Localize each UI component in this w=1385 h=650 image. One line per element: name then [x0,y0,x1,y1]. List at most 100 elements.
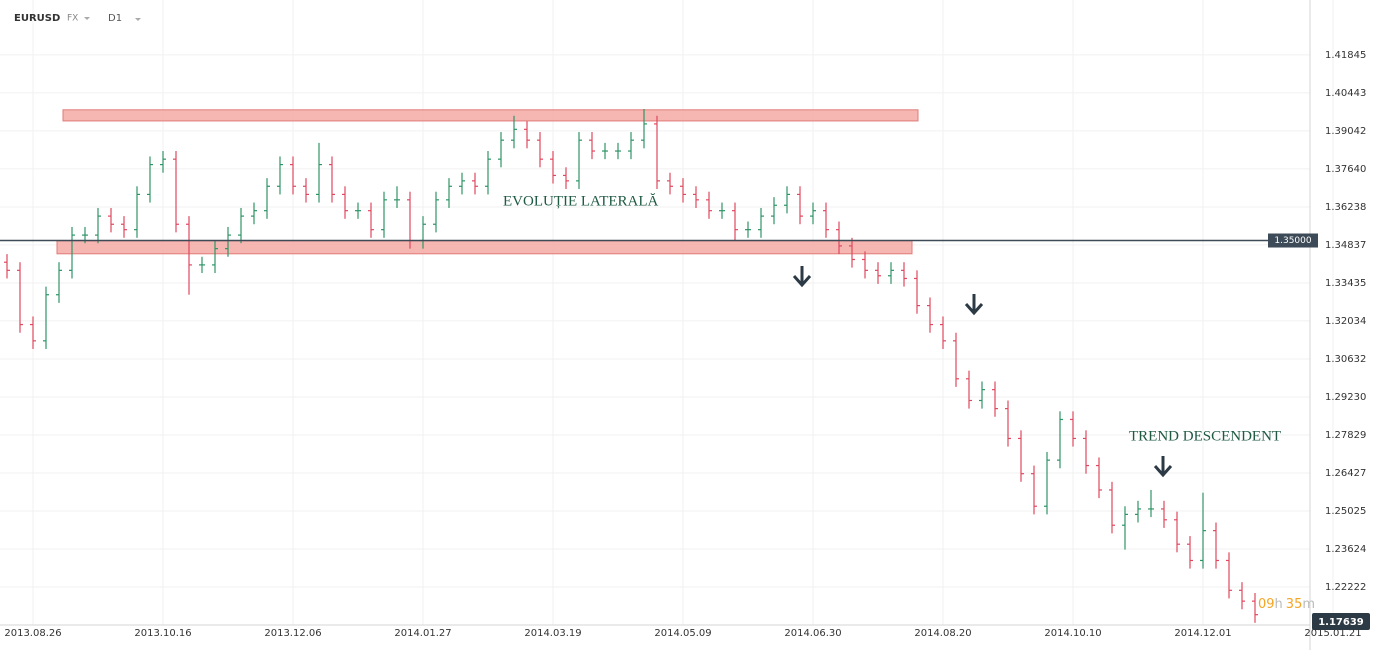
ohlc-bar [1044,452,1050,515]
arrow-down [964,294,984,316]
ohlc-bar [225,226,231,257]
ohlc-bar [576,132,582,189]
ohlc-bar [1083,430,1089,474]
y-tick-label: 1.34837 [1325,240,1366,251]
ohlc-bar [914,270,920,314]
last-price-box [1312,613,1370,630]
x-tick-label: 2014.05.09 [654,628,711,639]
symbol[interactable]: EURUSD [14,13,60,24]
ohlc-bar [238,207,244,244]
y-tick-label: 1.33435 [1325,278,1366,289]
ohlc-bar [628,132,634,160]
ohlc-bar [1187,536,1193,569]
ohlc-bar [43,286,49,349]
ohlc-bar [121,216,127,238]
ohlc-bar [199,256,205,274]
y-tick-label: 1.26427 [1325,468,1366,479]
ohlc-bar [264,178,270,219]
ohlc-bar [1005,400,1011,447]
x-tick-label: 2015.01.21 [1304,628,1361,639]
y-tick-label: 1.30632 [1325,354,1366,365]
countdown-unit: m [1302,597,1315,612]
x-tick-label: 2013.10.16 [134,628,191,639]
arrow-down [792,266,812,288]
ohlc-bar [602,142,608,160]
ohlc-bar [329,156,335,203]
ohlc-bar [1057,411,1063,469]
ohlc-bar [472,172,478,195]
x-tick-label: 2014.12.01 [1174,628,1231,639]
arrow-down [1153,456,1173,478]
ohlc-bar [615,142,621,160]
x-tick-label: 2014.03.19 [524,628,581,639]
dropdown-icon[interactable] [135,18,141,21]
ohlc-bar [1070,411,1076,447]
ohlc-bar [524,121,530,149]
ohlc-bar [459,172,465,195]
ohlc-bar [342,186,348,219]
level-label: 1.35000 [1274,236,1311,246]
ohlc-bar [108,207,114,233]
y-tick-label: 1.29230 [1325,392,1366,403]
ohlc-bar [550,151,556,184]
y-tick-label: 1.36238 [1325,202,1366,213]
last-price: 1.17639 [1318,617,1364,628]
ohlc-bar [901,262,907,287]
ohlc-bar [771,197,777,225]
ohlc-bar [719,202,725,219]
y-tick-label: 1.37640 [1325,164,1366,175]
zone [62,109,919,122]
ohlc-bar [641,109,647,149]
x-tick-label: 2013.12.06 [264,628,321,639]
ohlc-bar [797,186,803,225]
y-tick-label: 1.32034 [1325,316,1366,327]
ohlc-bar [1174,511,1180,553]
ohlc-bar [693,186,699,208]
ohlc-bar [1135,500,1141,523]
x-tick-label: 2014.08.20 [914,628,971,639]
annotation: TREND DESCENDENT [1129,428,1281,444]
ohlc-bar [706,191,712,219]
overlay: 1.41845 1.40443 1.39042 1.37640 1.36238 1.348… [0,50,1366,639]
ohlc-bar [1200,492,1206,569]
ohlc-bar [888,262,894,284]
ohlc-bar [823,202,829,238]
ohlc-bar [30,316,36,349]
y-tick-label: 1.22222 [1325,582,1366,593]
market[interactable]: FX [67,14,78,24]
ohlc-bar [433,191,439,233]
ohlc-bar [160,151,166,173]
ohlc-bar [1018,430,1024,482]
ohlc-bar [537,132,543,168]
timeframe[interactable]: D1 [108,13,122,24]
ohlc-bar [290,156,296,195]
ohlc-bar [1161,500,1167,528]
ohlc-bar [784,186,790,214]
arrows [792,266,1173,478]
ohlc-bar [849,237,855,268]
ohlc-bar [173,151,179,233]
y-tick-label: 1.27829 [1325,430,1366,441]
y-tick-label: 1.39042 [1325,126,1366,137]
ohlc-bar [810,202,816,225]
ohlc-bar [1239,582,1245,610]
ohlc-bar [1226,552,1232,599]
ohlc-bar [303,178,309,203]
ohlc-bar [251,202,257,225]
y-tick-label: 1.25025 [1325,506,1366,517]
ohlc-bar [186,216,192,295]
ohlc-bar [4,254,10,279]
ohlc-bar [966,370,972,409]
dropdown-icon[interactable] [84,17,90,20]
ohlc-bar [381,191,387,238]
y-tick-label: 1.40443 [1325,88,1366,99]
ohlc-bar [1148,489,1154,518]
ohlc-bar [1213,522,1219,569]
ohlc-bar [511,115,517,149]
ohlc-bar [147,156,153,203]
ohlc-bar [758,207,764,238]
ohlc-bar [1122,506,1128,550]
ohlc-bar [498,132,504,168]
